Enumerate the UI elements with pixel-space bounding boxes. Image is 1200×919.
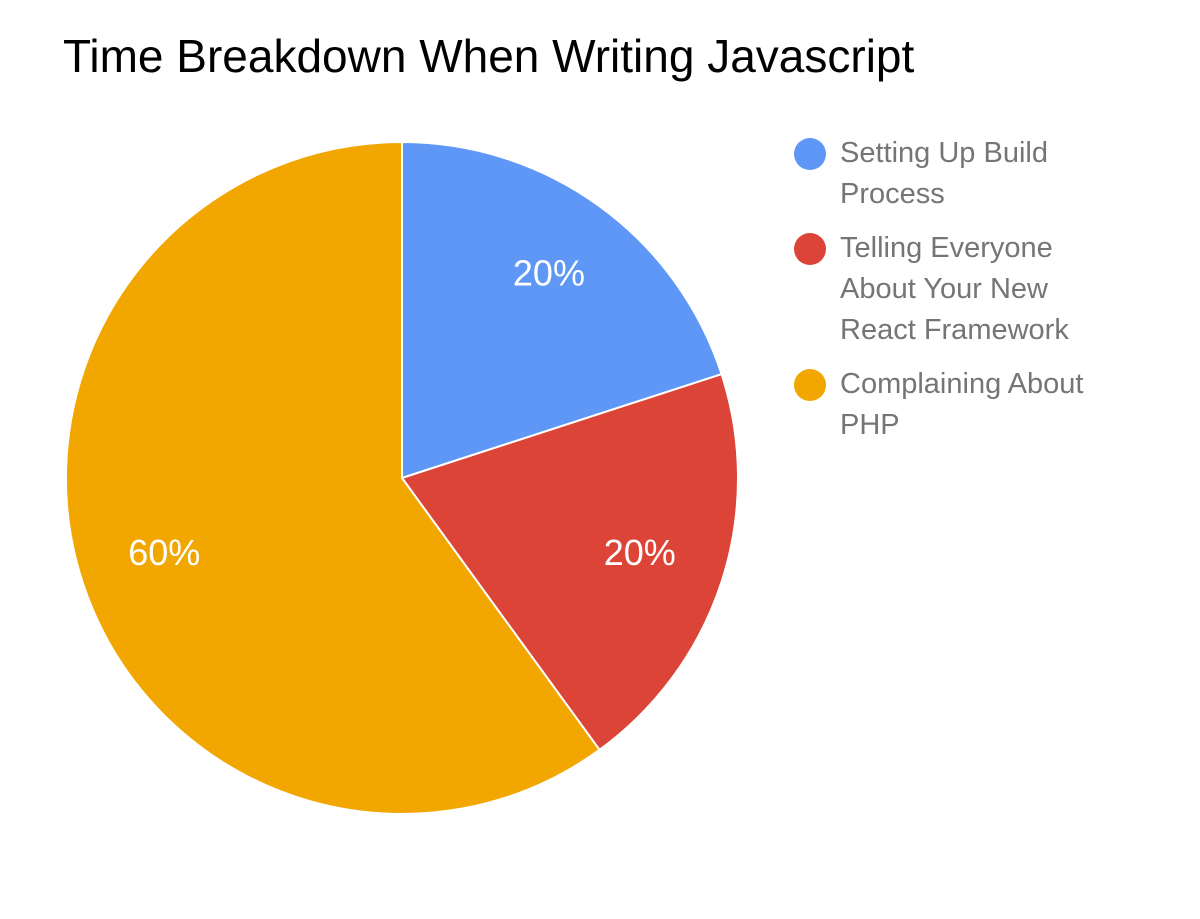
legend-label: Telling Everyone About Your New React Fr… (840, 232, 1069, 346)
chart-title: Time Breakdown When Writing Javascript (63, 30, 915, 82)
legend: Setting Up Build Process Telling Everyone… (794, 133, 1125, 446)
pie (65, 140, 739, 815)
legend-marker (794, 138, 826, 170)
legend-entry: Telling Everyone About Your New React Fr… (794, 228, 1125, 351)
legend-marker (794, 369, 826, 401)
legend-label: Complaining About PHP (840, 368, 1084, 441)
value-label: 20% (604, 532, 676, 573)
legend-marker (794, 233, 826, 265)
legend-entry: Setting Up Build Process (794, 133, 1125, 215)
legend-entry: Complaining About PHP (794, 364, 1125, 446)
value-label: 20% (513, 252, 585, 293)
legend-label: Setting Up Build Process (840, 137, 1048, 210)
pie-slice (400, 372, 739, 752)
value-label: 60% (128, 532, 200, 573)
pie-slice (401, 140, 723, 480)
pie-slice (65, 140, 601, 815)
